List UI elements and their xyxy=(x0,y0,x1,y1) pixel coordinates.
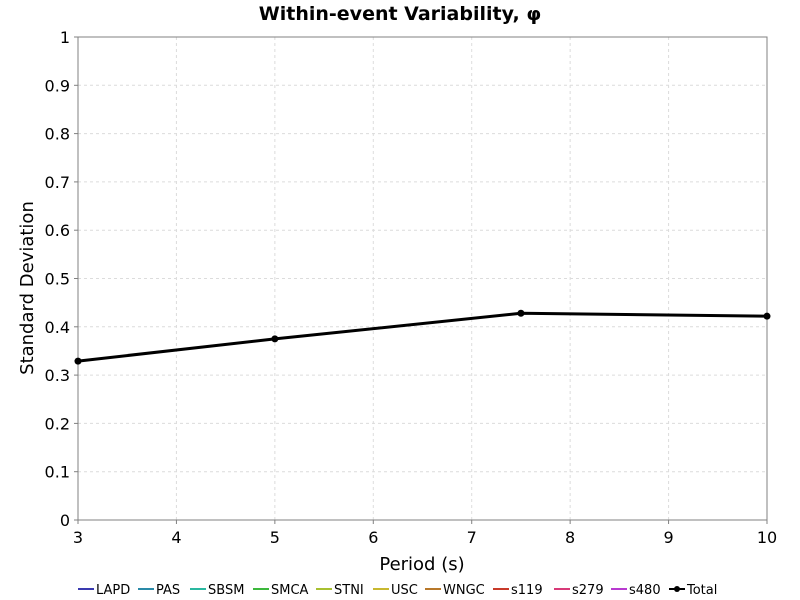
y-tick-label: 0.3 xyxy=(45,366,70,385)
x-tick-label: 4 xyxy=(171,528,181,547)
legend-item-s119: s119 xyxy=(493,583,543,598)
data-point xyxy=(271,335,279,343)
legend-item-s279: s279 xyxy=(554,583,604,598)
legend-item-s480: s480 xyxy=(611,583,661,598)
y-axis-label: Standard Deviation xyxy=(17,201,38,375)
legend-marker xyxy=(674,586,680,592)
y-tick-label: 0.9 xyxy=(45,76,70,95)
y-tick-label: 1 xyxy=(60,28,70,47)
legend-item-wngc: WNGC xyxy=(425,583,485,598)
y-tick-label: 0.6 xyxy=(45,221,70,240)
legend-item-usc: USC xyxy=(373,583,418,598)
legend-item-sbsm: SBSM xyxy=(190,583,244,598)
x-tick-label: 5 xyxy=(270,528,280,547)
y-tick-label: 0.8 xyxy=(45,125,70,144)
legend-label: USC xyxy=(391,583,418,598)
legend-label: s119 xyxy=(511,583,543,598)
y-tick-label: 0.5 xyxy=(45,270,70,289)
legend-label: PAS xyxy=(156,583,180,598)
y-tick-label: 0.7 xyxy=(45,173,70,192)
legend-item-smca: SMCA xyxy=(253,583,309,598)
legend-item-stni: STNI xyxy=(316,583,364,598)
data-point xyxy=(74,357,82,365)
y-tick-label: 0.4 xyxy=(45,318,70,337)
x-tick-label: 3 xyxy=(73,528,83,547)
legend-label: s279 xyxy=(572,583,604,598)
y-tick-label: 0.1 xyxy=(45,463,70,482)
x-tick-label: 8 xyxy=(565,528,575,547)
x-axis-label: Period (s) xyxy=(379,554,464,575)
legend-label: SMCA xyxy=(271,583,309,598)
legend-label: LAPD xyxy=(96,583,130,598)
legend-label: Total xyxy=(686,583,717,598)
legend-item-pas: PAS xyxy=(138,583,180,598)
y-tick-label: 0 xyxy=(60,511,70,530)
series-lines xyxy=(74,309,771,365)
x-tick-label: 9 xyxy=(663,528,673,547)
chart-title: Within-event Variability, φ xyxy=(258,3,542,25)
y-tick-label: 0.2 xyxy=(45,414,70,433)
legend-label: WNGC xyxy=(443,583,485,598)
legend-label: s480 xyxy=(629,583,661,598)
legend-item-lapd: LAPD xyxy=(78,583,130,598)
x-tick-label: 10 xyxy=(757,528,777,547)
legend-item-total: Total xyxy=(669,583,717,598)
x-tick-label: 7 xyxy=(467,528,477,547)
legend: LAPD PAS SBSM SMCA STNI USC WNGC s119 s279 s480 To… xyxy=(78,583,717,598)
legend-label: STNI xyxy=(334,583,364,598)
series-line-total xyxy=(77,311,768,363)
x-tick-label: 6 xyxy=(368,528,378,547)
data-point xyxy=(517,309,525,317)
axis-ticks: 3 4 5 6 7 8 9 10 0 0.1 0.2 0.3 0.4 0.5 0.6 0.7 0.8 0.9 1 xyxy=(45,28,778,547)
gridlines xyxy=(77,36,768,521)
legend-label: SBSM xyxy=(208,583,244,598)
data-point xyxy=(763,312,771,320)
